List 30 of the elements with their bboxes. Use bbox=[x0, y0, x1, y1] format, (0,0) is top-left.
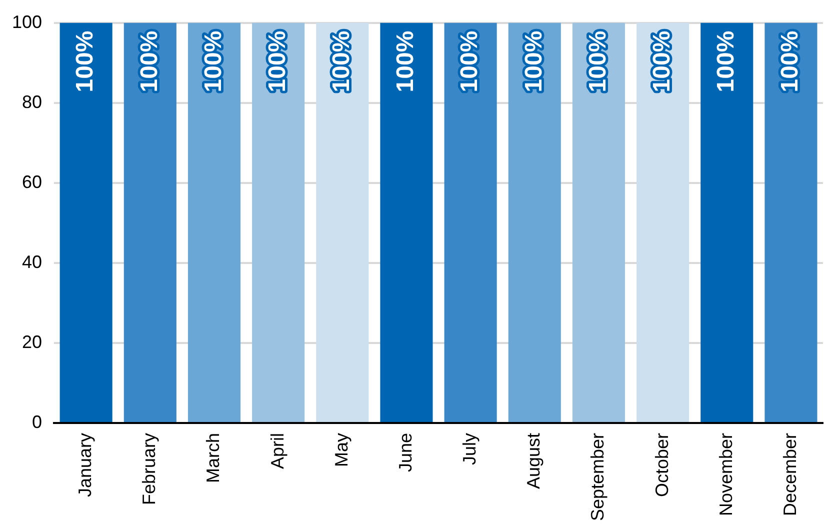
y-tick-label: 40 bbox=[22, 252, 42, 272]
x-tick-label: December bbox=[780, 432, 800, 516]
x-tick-label: April bbox=[267, 432, 288, 469]
y-tick-label: 20 bbox=[22, 332, 42, 352]
x-tick-label: March bbox=[203, 432, 224, 483]
data-label: 100% bbox=[520, 30, 548, 92]
x-tick-label: September bbox=[588, 432, 608, 522]
x-tick-label: July bbox=[460, 432, 480, 465]
y-tick-label: 80 bbox=[22, 92, 42, 112]
x-tick-label: January bbox=[75, 432, 96, 497]
data-label: 100% bbox=[200, 30, 227, 92]
x-tick-label: February bbox=[139, 432, 160, 505]
data-label: 100% bbox=[456, 30, 484, 92]
y-tick-label: 100 bbox=[12, 12, 42, 32]
data-label: 100% bbox=[136, 30, 163, 92]
data-label: 100% bbox=[776, 30, 804, 92]
data-label: 100% bbox=[392, 30, 420, 92]
x-tick-label: November bbox=[716, 432, 736, 516]
data-label: 100% bbox=[264, 30, 291, 92]
x-tick-label: August bbox=[524, 432, 544, 489]
data-label: 100% bbox=[584, 30, 612, 92]
x-tick-label: October bbox=[652, 432, 672, 497]
data-label: 100% bbox=[72, 30, 99, 92]
y-tick-label: 0 bbox=[32, 412, 42, 432]
data-label: 100% bbox=[648, 30, 676, 92]
data-label: 100% bbox=[712, 30, 740, 92]
x-tick-label: May bbox=[331, 432, 352, 467]
data-label: 100% bbox=[328, 30, 356, 92]
y-tick-label: 60 bbox=[22, 172, 42, 192]
x-tick-label: June bbox=[395, 432, 416, 472]
